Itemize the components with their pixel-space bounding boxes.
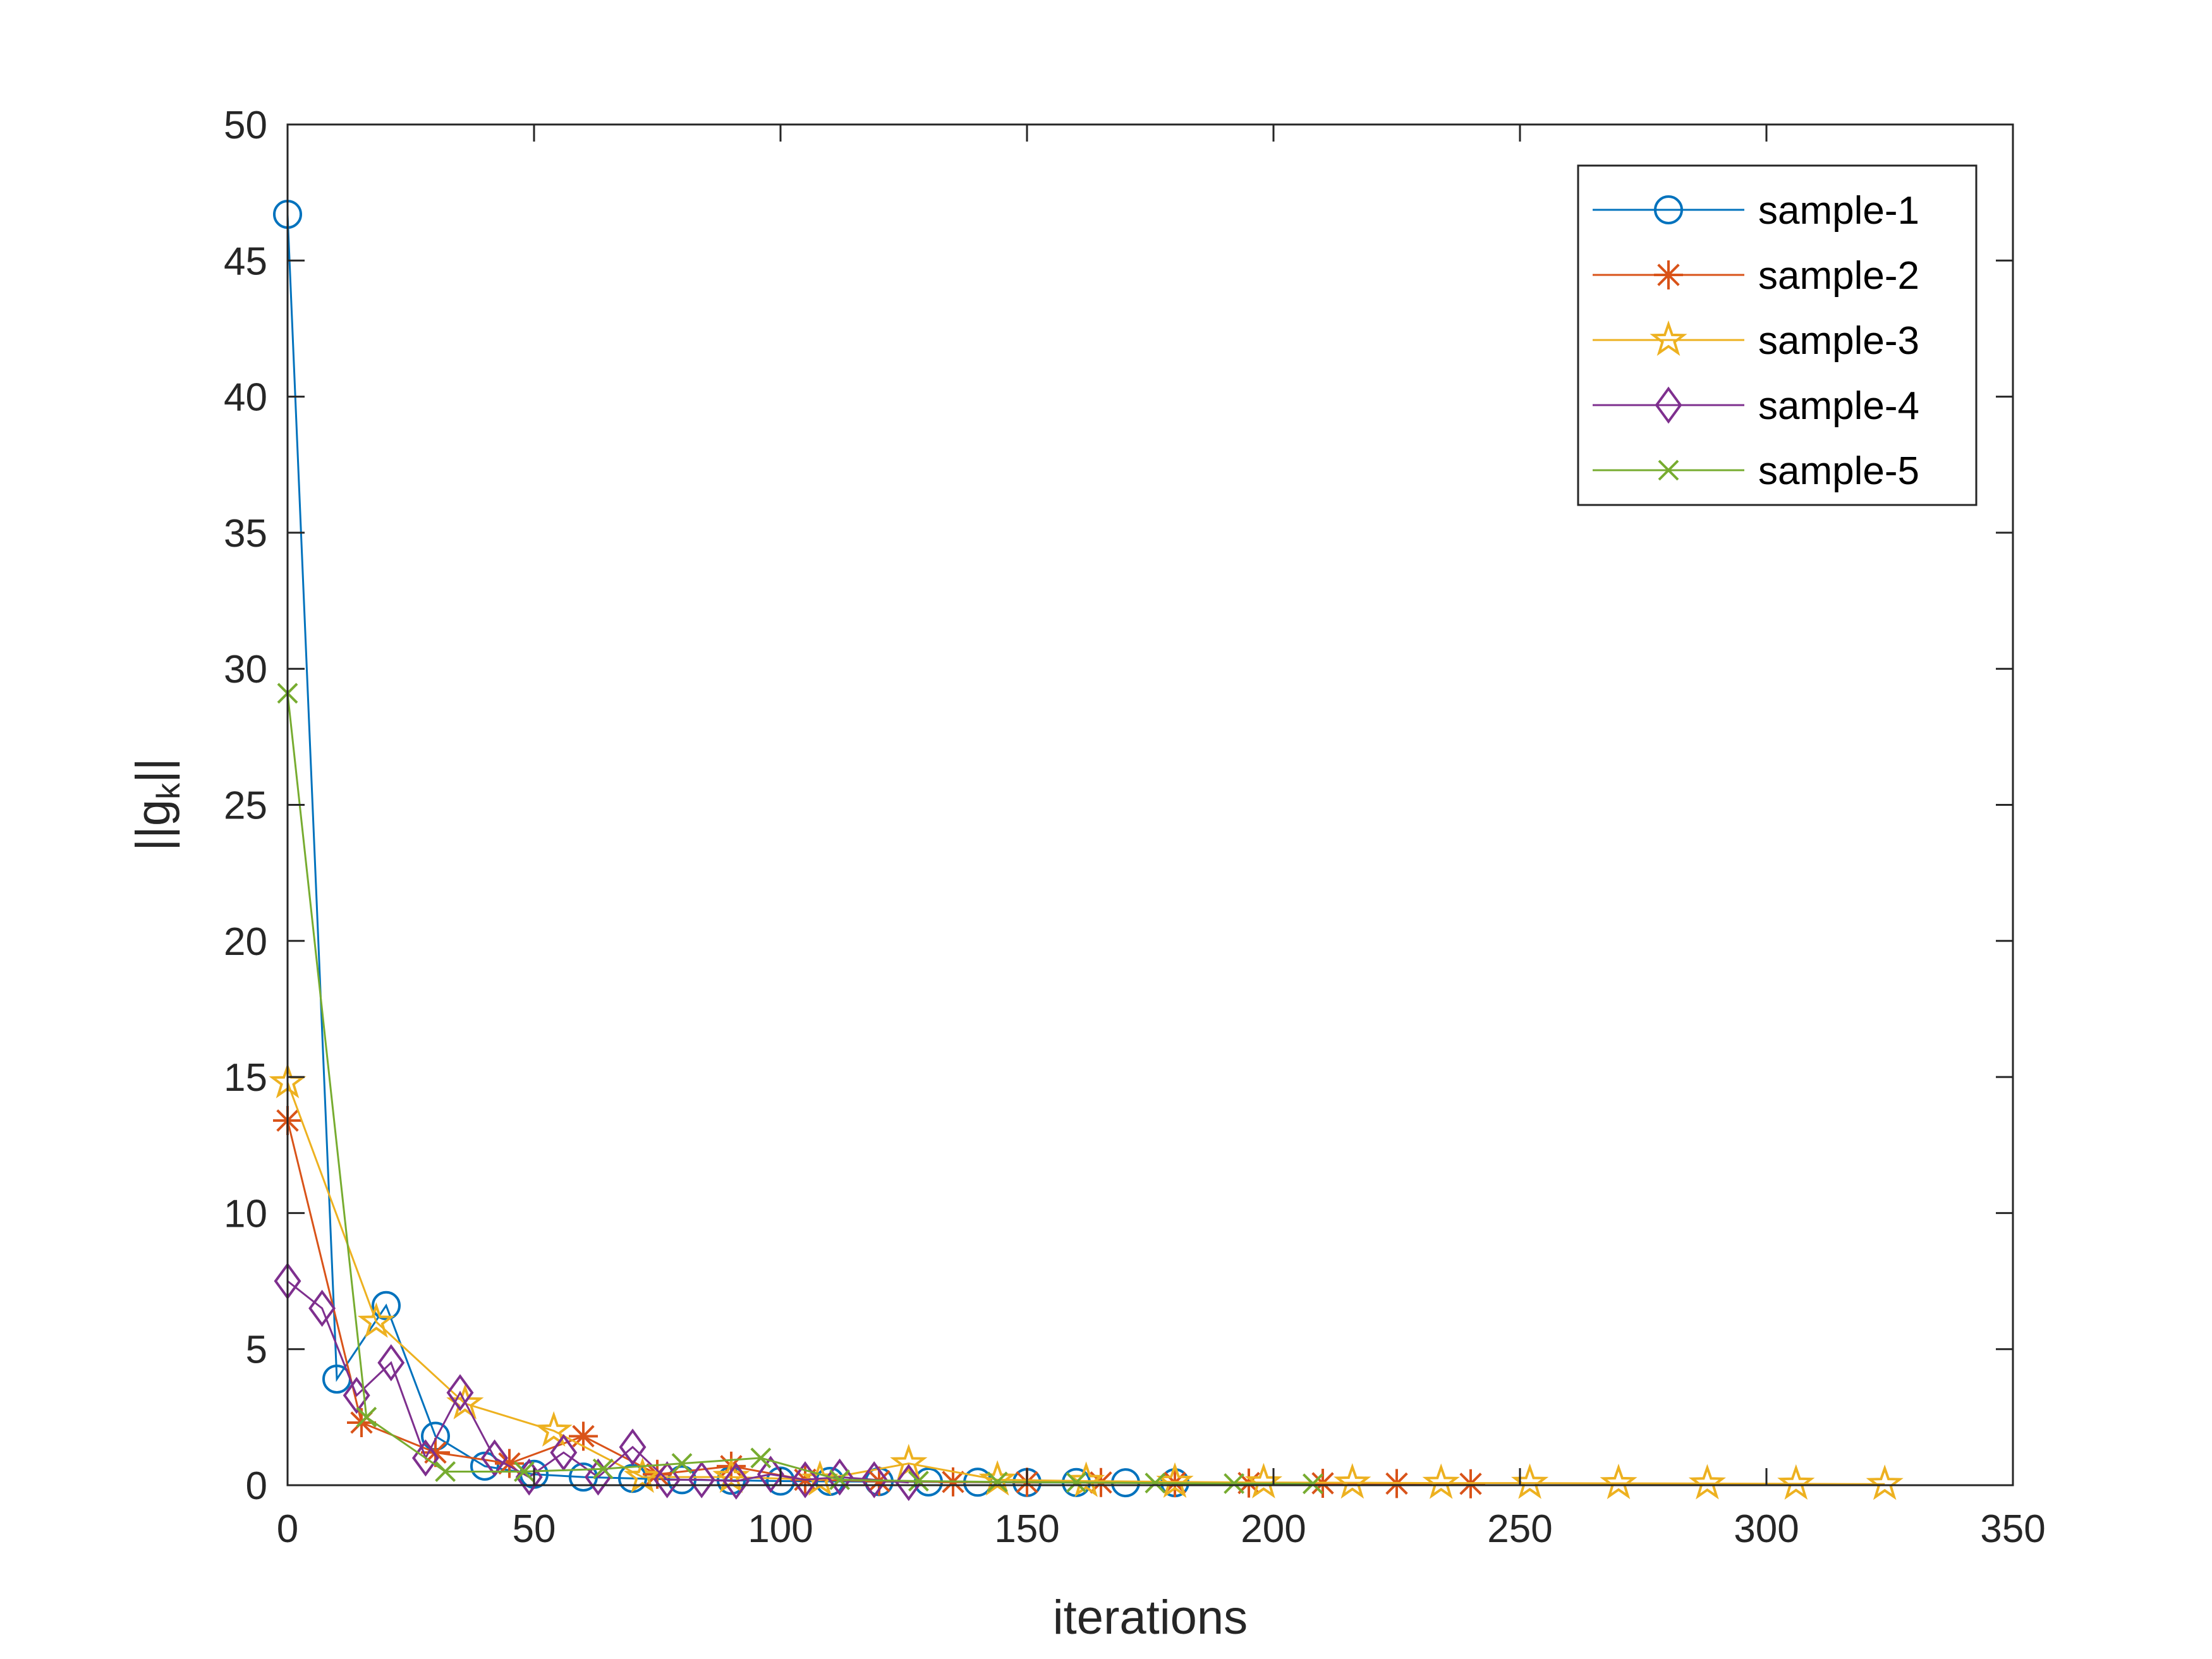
legend-marker bbox=[1650, 320, 1687, 356]
data-point bbox=[1224, 1473, 1245, 1494]
x-tick-label: 150 bbox=[994, 1507, 1059, 1551]
series-sample-5 bbox=[277, 683, 1323, 1495]
y-tick-label: 15 bbox=[224, 1056, 267, 1100]
data-point bbox=[592, 1458, 614, 1480]
data-point bbox=[1145, 1473, 1166, 1493]
series-sample-3 bbox=[269, 1062, 1904, 1500]
legend-label: sample-3 bbox=[1758, 319, 1919, 363]
x-tick-label: 0 bbox=[277, 1507, 298, 1551]
legend-label: sample-4 bbox=[1758, 384, 1919, 428]
legend-item: sample-1 bbox=[1593, 189, 1919, 233]
data-point bbox=[1600, 1463, 1638, 1500]
data-point bbox=[890, 1443, 928, 1480]
data-point bbox=[535, 1411, 573, 1447]
data-point bbox=[1302, 1473, 1323, 1495]
data-point bbox=[356, 1406, 377, 1428]
data-point bbox=[372, 1291, 401, 1320]
data-point bbox=[860, 1461, 888, 1498]
data-point bbox=[1334, 1463, 1371, 1499]
legend-marker bbox=[1658, 459, 1679, 481]
y-tick-label: 30 bbox=[224, 648, 267, 691]
data-point bbox=[1067, 1461, 1105, 1497]
data-point bbox=[470, 1451, 499, 1481]
data-point bbox=[653, 1461, 681, 1498]
x-tick-label: 200 bbox=[1241, 1507, 1306, 1551]
y-tick-label: 20 bbox=[224, 920, 267, 964]
data-point bbox=[446, 1374, 474, 1411]
y-tick-label: 5 bbox=[246, 1328, 267, 1372]
data-point bbox=[495, 1449, 524, 1478]
data-point bbox=[1244, 1462, 1282, 1498]
legend-label: sample-2 bbox=[1758, 254, 1919, 298]
legend-item: sample-3 bbox=[1593, 319, 1919, 363]
y-axis-label-tail: || bbox=[126, 758, 180, 782]
data-point bbox=[1156, 1462, 1194, 1498]
data-point bbox=[895, 1464, 923, 1502]
data-point bbox=[481, 1439, 509, 1477]
legend-marker bbox=[1654, 260, 1683, 289]
tick-layer: 0 50 100 150 200 250 300 350 0 5 10 15 20 25 30 35 40 45 5… bbox=[224, 104, 2046, 1551]
x-tick-label: 300 bbox=[1734, 1507, 1799, 1551]
legend-marker bbox=[1655, 386, 1682, 424]
data-point bbox=[421, 1438, 450, 1468]
data-point bbox=[343, 1376, 370, 1414]
data-point bbox=[908, 1471, 929, 1492]
legend-label: sample-5 bbox=[1758, 449, 1919, 493]
data-point bbox=[1688, 1464, 1726, 1500]
data-point bbox=[308, 1289, 336, 1327]
x-tick-label: 50 bbox=[513, 1507, 556, 1551]
data-point bbox=[750, 1447, 772, 1469]
legend-box bbox=[1577, 164, 1978, 506]
data-point bbox=[1777, 1464, 1815, 1500]
legend-item: sample-5 bbox=[1593, 449, 1919, 493]
data-point bbox=[722, 1462, 750, 1500]
x-tick-label: 100 bbox=[748, 1507, 813, 1551]
y-tick-label: 10 bbox=[224, 1192, 267, 1236]
data-point bbox=[1866, 1464, 1904, 1500]
y-axis-label: ||gk|| bbox=[126, 758, 187, 851]
y-tick-label: 35 bbox=[224, 512, 267, 556]
x-tick-label: 350 bbox=[1980, 1507, 2045, 1551]
data-point bbox=[757, 1455, 784, 1493]
data-point bbox=[1510, 1463, 1549, 1499]
data-point bbox=[357, 1302, 395, 1338]
y-tick-label: 50 bbox=[224, 104, 267, 147]
data-point bbox=[624, 1457, 662, 1493]
data-point bbox=[377, 1344, 405, 1382]
y-axis-label-subscript: k bbox=[150, 782, 187, 799]
series-line bbox=[287, 1280, 909, 1484]
data-point bbox=[619, 1428, 647, 1466]
series-line bbox=[286, 693, 1313, 1485]
data-point bbox=[688, 1461, 715, 1498]
legend-label: sample-1 bbox=[1758, 189, 1919, 233]
data-point bbox=[671, 1453, 693, 1474]
data-point bbox=[1066, 1472, 1087, 1493]
x-tick-label: 250 bbox=[1487, 1507, 1552, 1551]
x-axis-label: iterations bbox=[1053, 1591, 1248, 1644]
data-point bbox=[791, 1461, 819, 1498]
data-point bbox=[513, 1461, 535, 1482]
legend-item: sample-4 bbox=[1593, 384, 1919, 428]
data-point bbox=[435, 1461, 456, 1482]
data-point bbox=[717, 1451, 746, 1481]
y-axis-label-main: ||g bbox=[126, 799, 180, 851]
data-point bbox=[643, 1459, 672, 1489]
y-tick-label: 45 bbox=[224, 240, 267, 283]
data-point bbox=[569, 1421, 598, 1451]
legend-marker bbox=[1654, 195, 1683, 224]
y-tick-label: 25 bbox=[224, 784, 267, 828]
legend-item: sample-2 bbox=[1593, 254, 1919, 298]
legend: sample-1 sample-2 sample-3 sample-4 sample-5 bbox=[1577, 164, 1978, 506]
data-point bbox=[1422, 1463, 1460, 1499]
data-point bbox=[987, 1471, 1008, 1493]
y-tick-label: 40 bbox=[224, 376, 267, 420]
y-tick-label: 0 bbox=[246, 1464, 267, 1508]
data-point bbox=[550, 1433, 578, 1471]
series-line bbox=[286, 1082, 1885, 1485]
